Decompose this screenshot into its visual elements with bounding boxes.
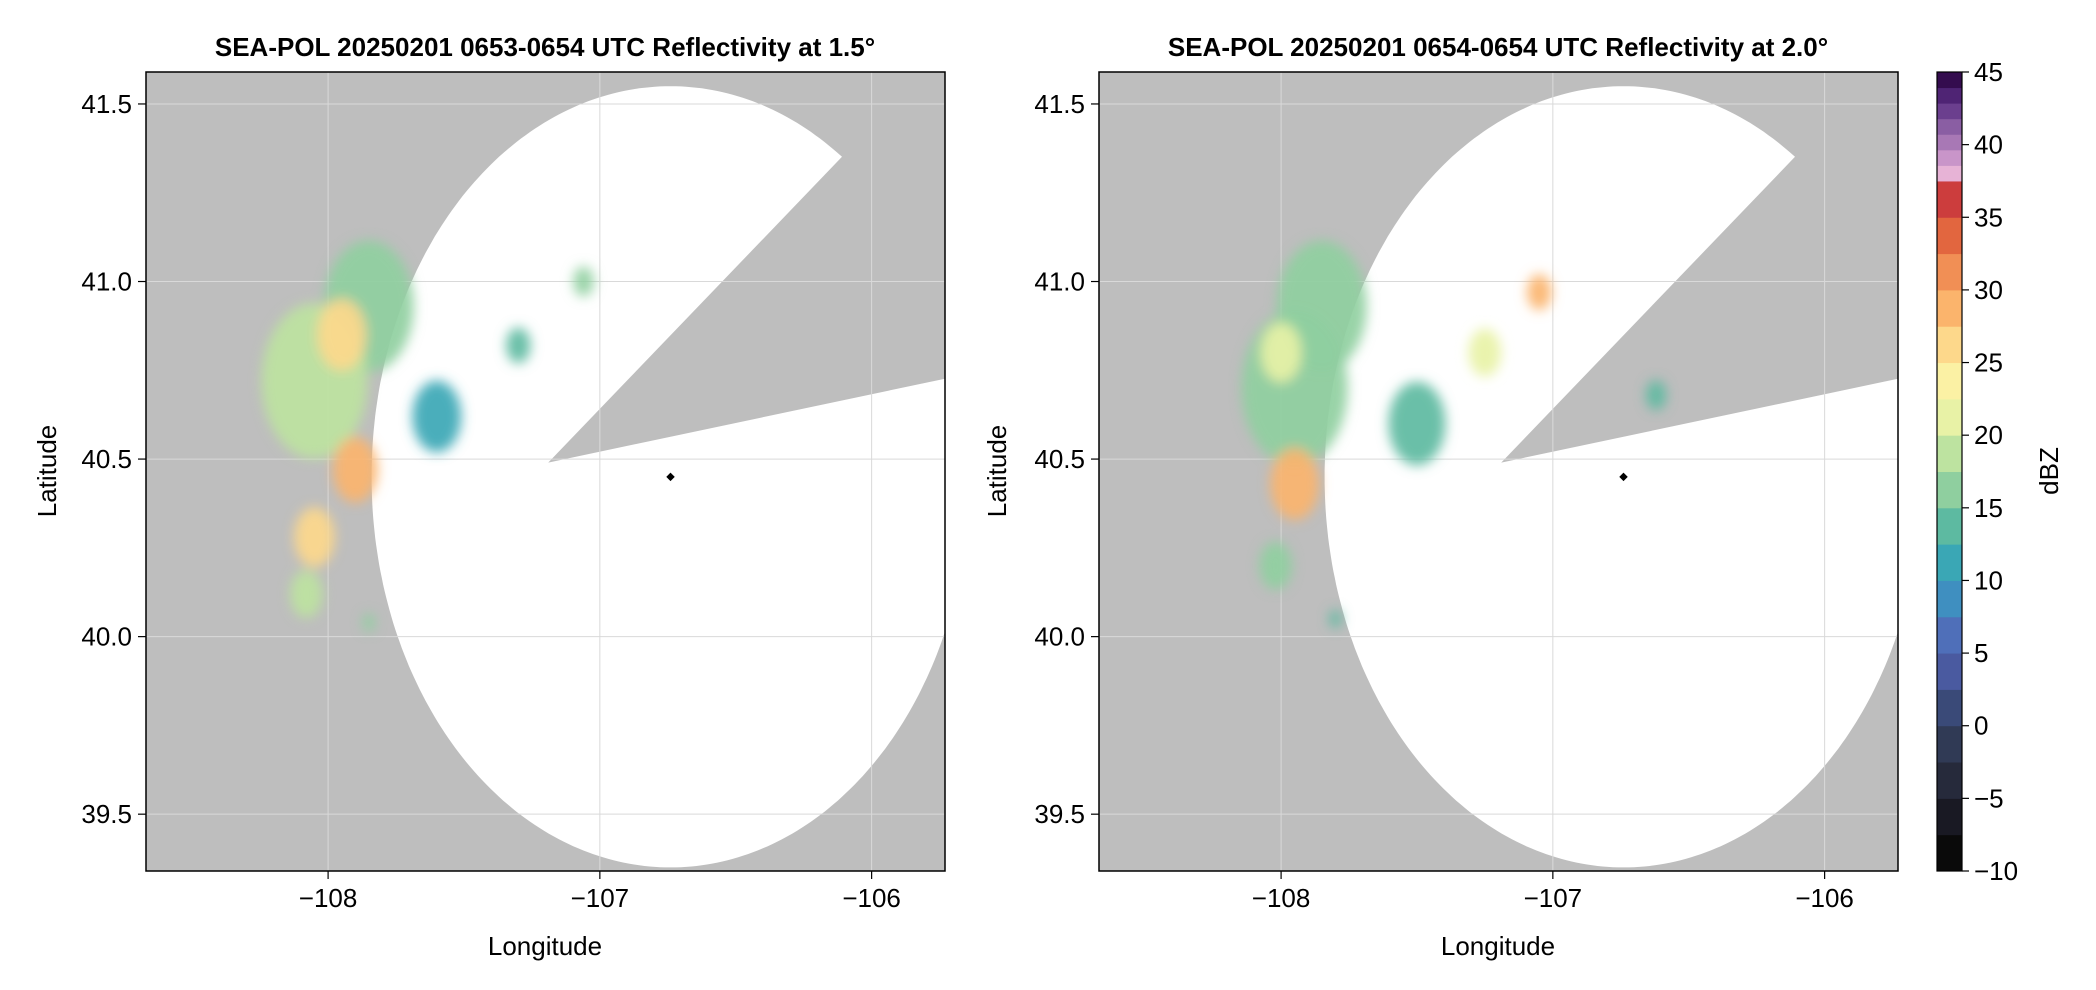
right-panel-title: SEA-POL 20250201 0654-0654 UTC Reflectiv… (1168, 32, 1828, 62)
colorbar-band (1937, 289, 1962, 327)
plot-frame (145, 71, 946, 872)
echo-eastern-fringe (412, 380, 462, 453)
echo-southern-tail (1259, 541, 1292, 590)
echo-streamer-east (506, 327, 531, 364)
colorbar-band (1937, 362, 1962, 400)
colorbar-band (1937, 253, 1962, 291)
colorbar-tick-label: 0 (1974, 711, 1988, 741)
left-plot-area (145, 71, 946, 872)
y-tick-label: 39.5 (1034, 799, 1085, 829)
colorbar-band (1937, 103, 1962, 120)
colorbar-band (1937, 87, 1962, 104)
echo-core-north (317, 298, 367, 371)
y-tick-label: 39.5 (81, 799, 132, 829)
colorbar-tick-label: −5 (1974, 783, 2004, 813)
echo-cell-near-wedge (1527, 274, 1552, 311)
left-y-axis-label: Latitude (32, 425, 62, 518)
colorbar-tick-label: 20 (1974, 420, 2003, 450)
echo-eastern-fringe (1388, 381, 1446, 466)
colorbar-tick-label: 30 (1974, 275, 2003, 305)
colorbar-band (1937, 507, 1962, 545)
echo-southern-tail (290, 570, 323, 618)
echo-core-central (332, 436, 378, 503)
colorbar-tick-label: 25 (1974, 348, 2003, 378)
colorbar-band (1937, 798, 1962, 836)
right-plot-area (1098, 71, 1899, 872)
colorbar-band (1937, 471, 1962, 509)
right-y-axis-label: Latitude (982, 425, 1012, 518)
plot-frame (1098, 71, 1899, 872)
colorbar-band (1937, 725, 1962, 763)
x-tick-label: −107 (571, 883, 630, 913)
y-tick-label: 40.0 (81, 622, 132, 652)
echo-cell-near-wedge (573, 266, 594, 297)
colorbar-band (1937, 580, 1962, 618)
colorbar: 45 40 35 30 25 20 15 10 5 0 −5 −10 dBZ (1936, 57, 2064, 886)
colorbar-band (1937, 616, 1962, 654)
colorbar-tick-label: 5 (1974, 638, 1988, 668)
colorbar-tick-labels: 45 40 35 30 25 20 15 10 5 0 −5 −10 (1962, 57, 2018, 886)
reflectivity-echoes (1241, 240, 1667, 628)
echo-streamer-east (1468, 328, 1502, 377)
echo-cell-east (1645, 380, 1667, 411)
echo-isolated-south (362, 613, 375, 632)
colorbar-band (1937, 762, 1962, 799)
y-tick-label: 40.5 (1034, 444, 1085, 474)
left-panel: SEA-POL 20250201 0653-0654 UTC Reflectiv… (32, 32, 946, 961)
y-tick-label: 40.5 (81, 444, 132, 474)
colorbar-band (1937, 544, 1962, 581)
y-tick-label: 41.5 (1034, 89, 1085, 119)
right-x-axis-label: Longitude (1441, 931, 1555, 961)
x-tick-label: −108 (299, 883, 358, 913)
colorbar-band (1937, 398, 1962, 436)
colorbar-tick-label: 40 (1974, 130, 2003, 160)
colorbar-band (1937, 180, 1962, 218)
echo-core-north (1260, 322, 1302, 383)
reflectivity-echoes (261, 240, 594, 632)
right-x-tick-labels: −108 −107 −106 (1252, 871, 1854, 913)
colorbar-band (1937, 653, 1962, 690)
x-tick-label: −106 (1795, 883, 1854, 913)
colorbar-tick-label: 10 (1974, 565, 2003, 595)
x-tick-label: −106 (842, 883, 901, 913)
colorbar-band (1937, 72, 1962, 89)
right-panel: SEA-POL 20250201 0654-0654 UTC Reflectiv… (982, 32, 1899, 961)
x-tick-label: −107 (1524, 883, 1583, 913)
radar-site-marker (666, 472, 675, 482)
colorbar-tick-label: 35 (1974, 202, 2003, 232)
colorbar-frame (1936, 71, 1963, 872)
colorbar-band (1937, 165, 1962, 182)
echo-isolated-south (1329, 609, 1342, 628)
y-tick-label: 41.0 (81, 267, 132, 297)
colorbar-tick-label: 15 (1974, 493, 2003, 523)
left-y-tick-labels: 41.5 41.0 40.5 40.0 39.5 (81, 89, 146, 829)
colorbar-label: dBZ (2034, 447, 2064, 495)
colorbar-tick-label: −10 (1974, 856, 2018, 886)
colorbar-band (1937, 834, 1962, 872)
radar-site-marker (1619, 472, 1628, 482)
y-tick-label: 41.0 (1034, 267, 1085, 297)
colorbar-tick-label: 45 (1974, 57, 2003, 87)
echo-core-south (294, 507, 335, 568)
colorbar-bands (1937, 72, 1962, 872)
colorbar-band (1937, 435, 1962, 472)
echo-core-central (1270, 448, 1320, 520)
colorbar-band (1937, 217, 1962, 255)
left-x-tick-labels: −108 −107 −106 (299, 871, 901, 913)
colorbar-band (1937, 118, 1962, 135)
colorbar-band (1937, 149, 1962, 166)
x-tick-label: −108 (1252, 883, 1311, 913)
right-y-tick-labels: 41.5 41.0 40.5 40.0 39.5 (1034, 89, 1099, 829)
y-tick-label: 41.5 (81, 89, 132, 119)
y-tick-label: 40.0 (1034, 622, 1085, 652)
colorbar-band (1937, 689, 1962, 727)
colorbar-band (1937, 134, 1962, 151)
left-x-axis-label: Longitude (488, 931, 602, 961)
left-panel-title: SEA-POL 20250201 0653-0654 UTC Reflectiv… (215, 32, 875, 62)
colorbar-band (1937, 326, 1962, 364)
